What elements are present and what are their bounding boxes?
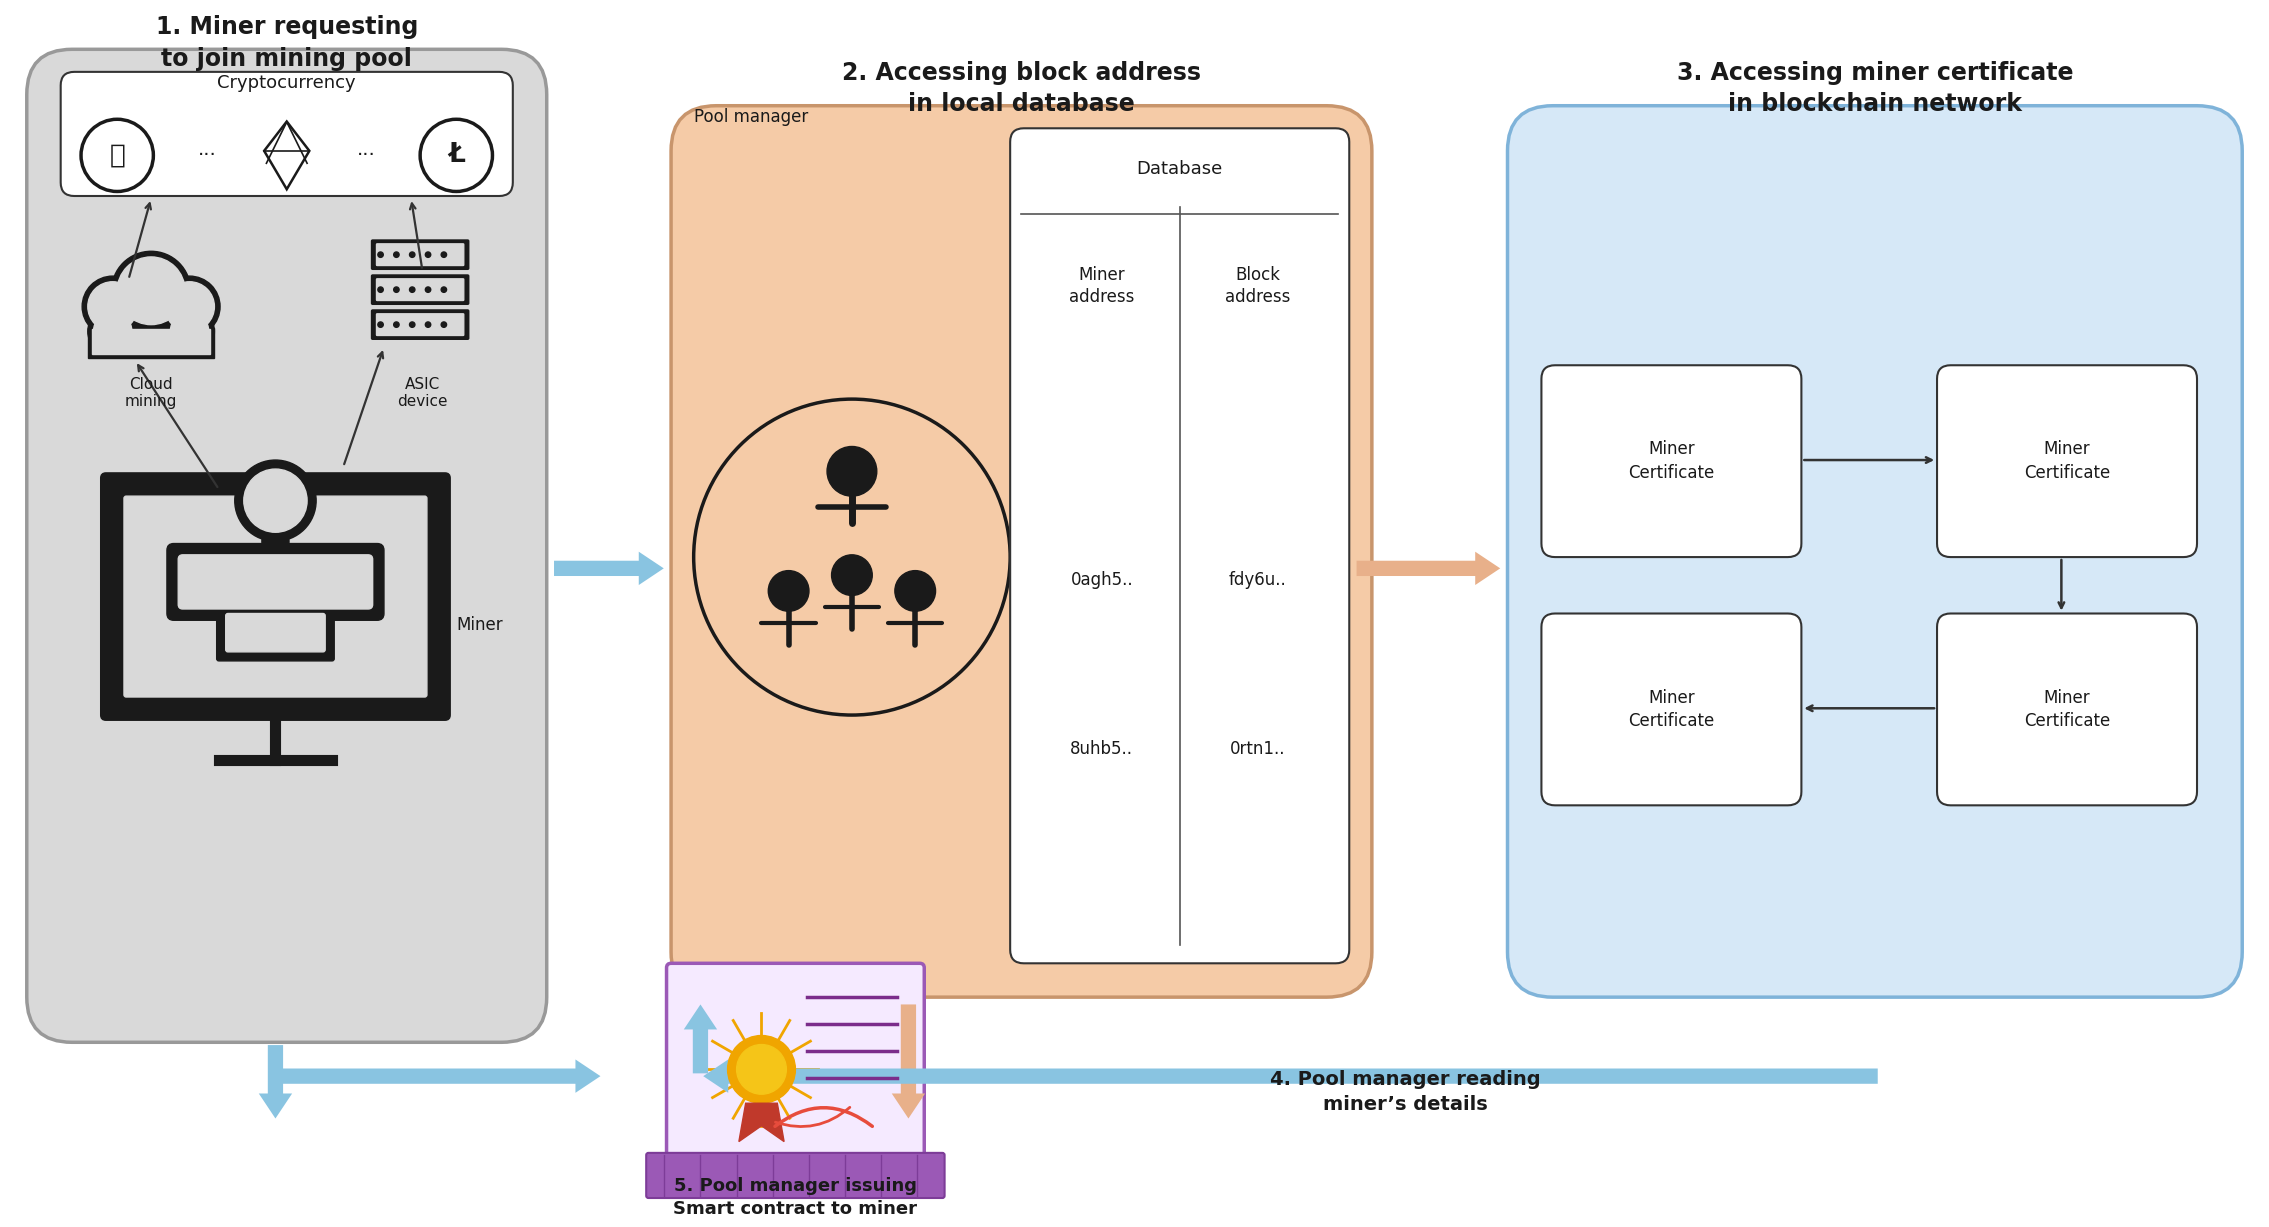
Circle shape (395, 252, 399, 258)
FancyBboxPatch shape (377, 279, 463, 301)
Text: 3. Accessing miner certificate
in blockchain network: 3. Accessing miner certificate in blockc… (1677, 60, 2074, 117)
Text: 0rtn1..: 0rtn1.. (1230, 740, 1287, 758)
FancyBboxPatch shape (1507, 106, 2242, 998)
Text: Miner
Certificate: Miner Certificate (2024, 688, 2110, 730)
FancyBboxPatch shape (168, 544, 383, 621)
FancyBboxPatch shape (372, 240, 470, 270)
Text: Miner: Miner (456, 616, 504, 634)
Bar (93, 329, 211, 353)
FancyBboxPatch shape (1938, 614, 2196, 805)
FancyBboxPatch shape (1541, 614, 1802, 805)
Text: 1. Miner requesting
to join mining pool: 1. Miner requesting to join mining pool (157, 16, 417, 71)
Text: Miner
address: Miner address (1069, 266, 1134, 307)
Circle shape (408, 321, 415, 328)
Polygon shape (740, 1103, 785, 1141)
FancyBboxPatch shape (377, 244, 463, 265)
Circle shape (440, 321, 447, 328)
Text: ···: ··· (197, 146, 218, 164)
FancyBboxPatch shape (216, 606, 334, 661)
Circle shape (395, 321, 399, 328)
FancyBboxPatch shape (377, 314, 463, 335)
Text: ···: ··· (356, 146, 374, 164)
Circle shape (166, 307, 213, 356)
Text: Database: Database (1137, 160, 1223, 178)
Circle shape (234, 460, 315, 541)
Circle shape (424, 321, 431, 328)
Text: 5. Pool manager issuing
Smart contract to miner: 5. Pool manager issuing Smart contract t… (674, 1177, 917, 1218)
Circle shape (88, 282, 138, 331)
Circle shape (424, 252, 431, 258)
Circle shape (93, 312, 132, 351)
Circle shape (395, 287, 399, 292)
Text: Block
address: Block address (1225, 266, 1291, 307)
Text: Miner
Certificate: Miner Certificate (1629, 440, 1715, 482)
Text: Pool manager: Pool manager (694, 108, 808, 126)
Text: 2. Accessing block address
in local database: 2. Accessing block address in local data… (842, 60, 1200, 117)
Text: Ł: Ł (447, 142, 465, 168)
FancyBboxPatch shape (102, 474, 449, 719)
Circle shape (170, 312, 209, 351)
Text: 4. Pool manager reading
miner’s details: 4. Pool manager reading miner’s details (1271, 1070, 1541, 1114)
Circle shape (379, 321, 383, 328)
Circle shape (894, 571, 935, 611)
Circle shape (111, 252, 191, 330)
Circle shape (728, 1036, 796, 1103)
Circle shape (159, 276, 220, 337)
Circle shape (379, 287, 383, 292)
Circle shape (379, 252, 383, 258)
Circle shape (408, 252, 415, 258)
Circle shape (82, 276, 143, 337)
Circle shape (440, 252, 447, 258)
FancyBboxPatch shape (667, 963, 923, 1164)
Text: ₿: ₿ (109, 142, 125, 168)
Text: Cloud
mining: Cloud mining (125, 377, 177, 409)
FancyBboxPatch shape (647, 1153, 944, 1198)
Circle shape (118, 256, 186, 325)
Bar (88, 328, 213, 358)
Circle shape (826, 447, 876, 496)
Circle shape (440, 287, 447, 292)
Text: Cryptocurrency: Cryptocurrency (218, 74, 356, 92)
FancyBboxPatch shape (1010, 129, 1350, 963)
Circle shape (166, 282, 213, 331)
FancyBboxPatch shape (1938, 366, 2196, 557)
Text: 0agh5..: 0agh5.. (1071, 571, 1132, 589)
Circle shape (261, 528, 288, 555)
Text: Miner
Certificate: Miner Certificate (2024, 440, 2110, 482)
FancyBboxPatch shape (672, 106, 1373, 998)
Circle shape (830, 555, 871, 595)
Circle shape (769, 571, 810, 611)
Text: Miner
Certificate: Miner Certificate (1629, 688, 1715, 730)
Text: ASIC
device: ASIC device (397, 377, 447, 409)
FancyBboxPatch shape (372, 310, 470, 340)
FancyBboxPatch shape (125, 496, 427, 697)
FancyBboxPatch shape (27, 49, 547, 1042)
Circle shape (737, 1044, 787, 1094)
Circle shape (243, 469, 306, 533)
Circle shape (408, 287, 415, 292)
Circle shape (88, 307, 138, 356)
FancyBboxPatch shape (372, 275, 470, 304)
Text: fdy6u..: fdy6u.. (1230, 571, 1287, 589)
FancyBboxPatch shape (225, 614, 324, 652)
FancyBboxPatch shape (179, 555, 372, 609)
Circle shape (424, 287, 431, 292)
FancyBboxPatch shape (61, 72, 513, 196)
FancyBboxPatch shape (1541, 366, 1802, 557)
Text: 8uhb5..: 8uhb5.. (1071, 740, 1132, 758)
